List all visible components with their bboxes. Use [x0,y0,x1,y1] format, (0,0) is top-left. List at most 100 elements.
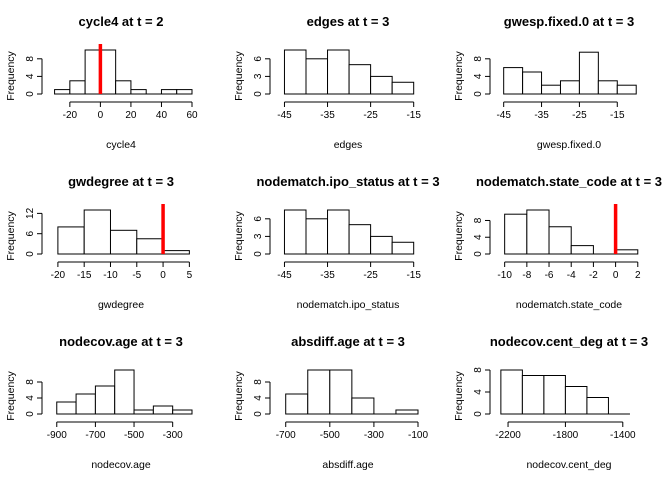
x-tick-label: -35 [320,270,335,281]
y-tick-label: 8 [473,367,484,373]
x-tick-label: -700 [276,430,296,441]
chart-title: gwesp.fixed.0 at t = 3 [504,14,634,29]
histogram-bar [559,80,580,95]
y-tick-label: 0 [473,91,484,97]
x-tick-label: -20 [51,270,66,281]
x-axis-label: gwesp.fixed.0 [537,139,601,151]
x-tick-label: 0 [160,270,166,281]
y-tick-label: 4 [473,389,484,395]
histogram-bar [503,67,524,95]
x-tick-label: 40 [156,110,168,121]
x-tick-label: 5 [187,270,193,281]
x-axis-label: absdiff.age [322,459,373,471]
x-tick-label: -1400 [610,430,636,441]
x-tick-label: -300 [163,430,183,441]
histogram-bar [109,229,138,255]
y-tick-label: 3 [253,233,264,239]
x-tick-label: -35 [320,110,335,121]
x-axis-label: cycle4 [106,139,136,151]
histogram-panel: nodematch.state_code at t = 3 -10 -8 -6 -4 -2… [453,174,662,311]
x-tick-label: -1800 [553,430,579,441]
histogram-bar [370,235,393,255]
histogram-bar [391,81,415,95]
y-tick-label: 12 [25,207,36,219]
histogram-bar [327,209,350,255]
x-tick-label: -700 [85,430,105,441]
histogram-bar [564,386,588,415]
histogram-bar [162,250,190,255]
x-tick-label: -25 [572,110,587,121]
histogram-bar [329,369,353,415]
histogram-bar [57,226,85,255]
histogram-bar [521,375,545,415]
histogram-bar [94,385,116,415]
y-tick-label: 6 [253,216,264,222]
histogram-bar [114,369,135,415]
chart-title: edges at t = 3 [307,14,390,29]
x-tick-label: -10 [497,270,512,281]
y-axis-label: Frequency [233,370,245,420]
x-tick-label: -45 [496,110,511,121]
histogram-bar [84,49,101,95]
histogram-panel: gwdegree at t = 3 -20 -15 -10 -5 0 5 0 6 12 gwdegr… [5,174,193,311]
histogram-bar [526,209,550,255]
histogram-panel: gwesp.fixed.0 at t = 3 -45 -35 -25 -15 0 4 8 gwe… [453,14,637,151]
y-tick-label: 8 [253,379,264,385]
x-tick-label: -10 [103,270,118,281]
y-tick-label: 0 [25,251,36,257]
x-tick-label: 2 [635,270,641,281]
x-tick-label: -500 [124,430,144,441]
histogram-bar [133,409,154,415]
histogram-bar [578,51,599,95]
histogram-bar [136,238,164,255]
y-axis-label: Frequency [233,210,245,260]
histogram-bar [99,49,117,95]
histogram-panel: edges at t = 3 -45 -35 -25 -15 0 3 6 edges Freque… [233,14,421,151]
y-tick-label: 6 [253,56,264,62]
x-tick-label: -300 [364,430,384,441]
x-axis-label: gwdegree [98,299,144,311]
histogram-bar [327,49,350,95]
x-axis-label: edges [334,139,363,151]
y-tick-label: 3 [253,73,264,79]
histogram-bar [570,245,594,255]
histogram-bar [285,393,309,415]
x-tick-label: -2200 [495,430,521,441]
x-axis-label: nodecov.cent_deg [526,459,611,471]
chart-title: nodematch.state_code at t = 3 [476,174,662,189]
x-tick-label: -15 [610,110,625,121]
x-tick-label: -25 [363,110,378,121]
y-tick-label: 0 [253,411,264,417]
y-tick-label: 8 [473,217,484,223]
y-tick-label: 4 [253,395,264,401]
x-tick-label: -6 [545,270,554,281]
y-tick-label: 8 [25,56,36,62]
histogram-panel: nodematch.ipo_status at t = 3 -45 -35 -25 -1… [233,174,440,311]
histogram-bar [504,213,528,255]
histogram-bar [616,84,637,95]
histogram-bar [307,369,331,415]
x-tick-label: -15 [406,270,421,281]
histogram-bar [283,209,307,255]
y-axis-label: Frequency [453,50,465,100]
histogram-bar [522,71,543,95]
x-tick-label: -15 [77,270,92,281]
y-tick-label: 4 [25,73,36,79]
y-tick-label: 8 [25,379,36,385]
histogram-bar [176,89,193,95]
chart-title: nodecov.age at t = 3 [59,334,183,349]
histogram-bar [348,64,372,95]
histogram-bar [391,241,415,255]
histogram-panel: nodecov.cent_deg at t = 3 -2200 -1800 -1400… [453,334,648,471]
x-tick-label: -5 [132,270,141,281]
histogram-bar [83,209,111,255]
y-axis-label: Frequency [5,370,17,420]
y-tick-label: 8 [473,56,484,62]
x-tick-label: -900 [47,430,67,441]
x-tick-label: 0 [98,110,104,121]
histogram-bar [541,84,561,95]
y-tick-label: 0 [25,411,36,417]
histogram-bar [115,80,132,95]
x-tick-label: -25 [363,270,378,281]
